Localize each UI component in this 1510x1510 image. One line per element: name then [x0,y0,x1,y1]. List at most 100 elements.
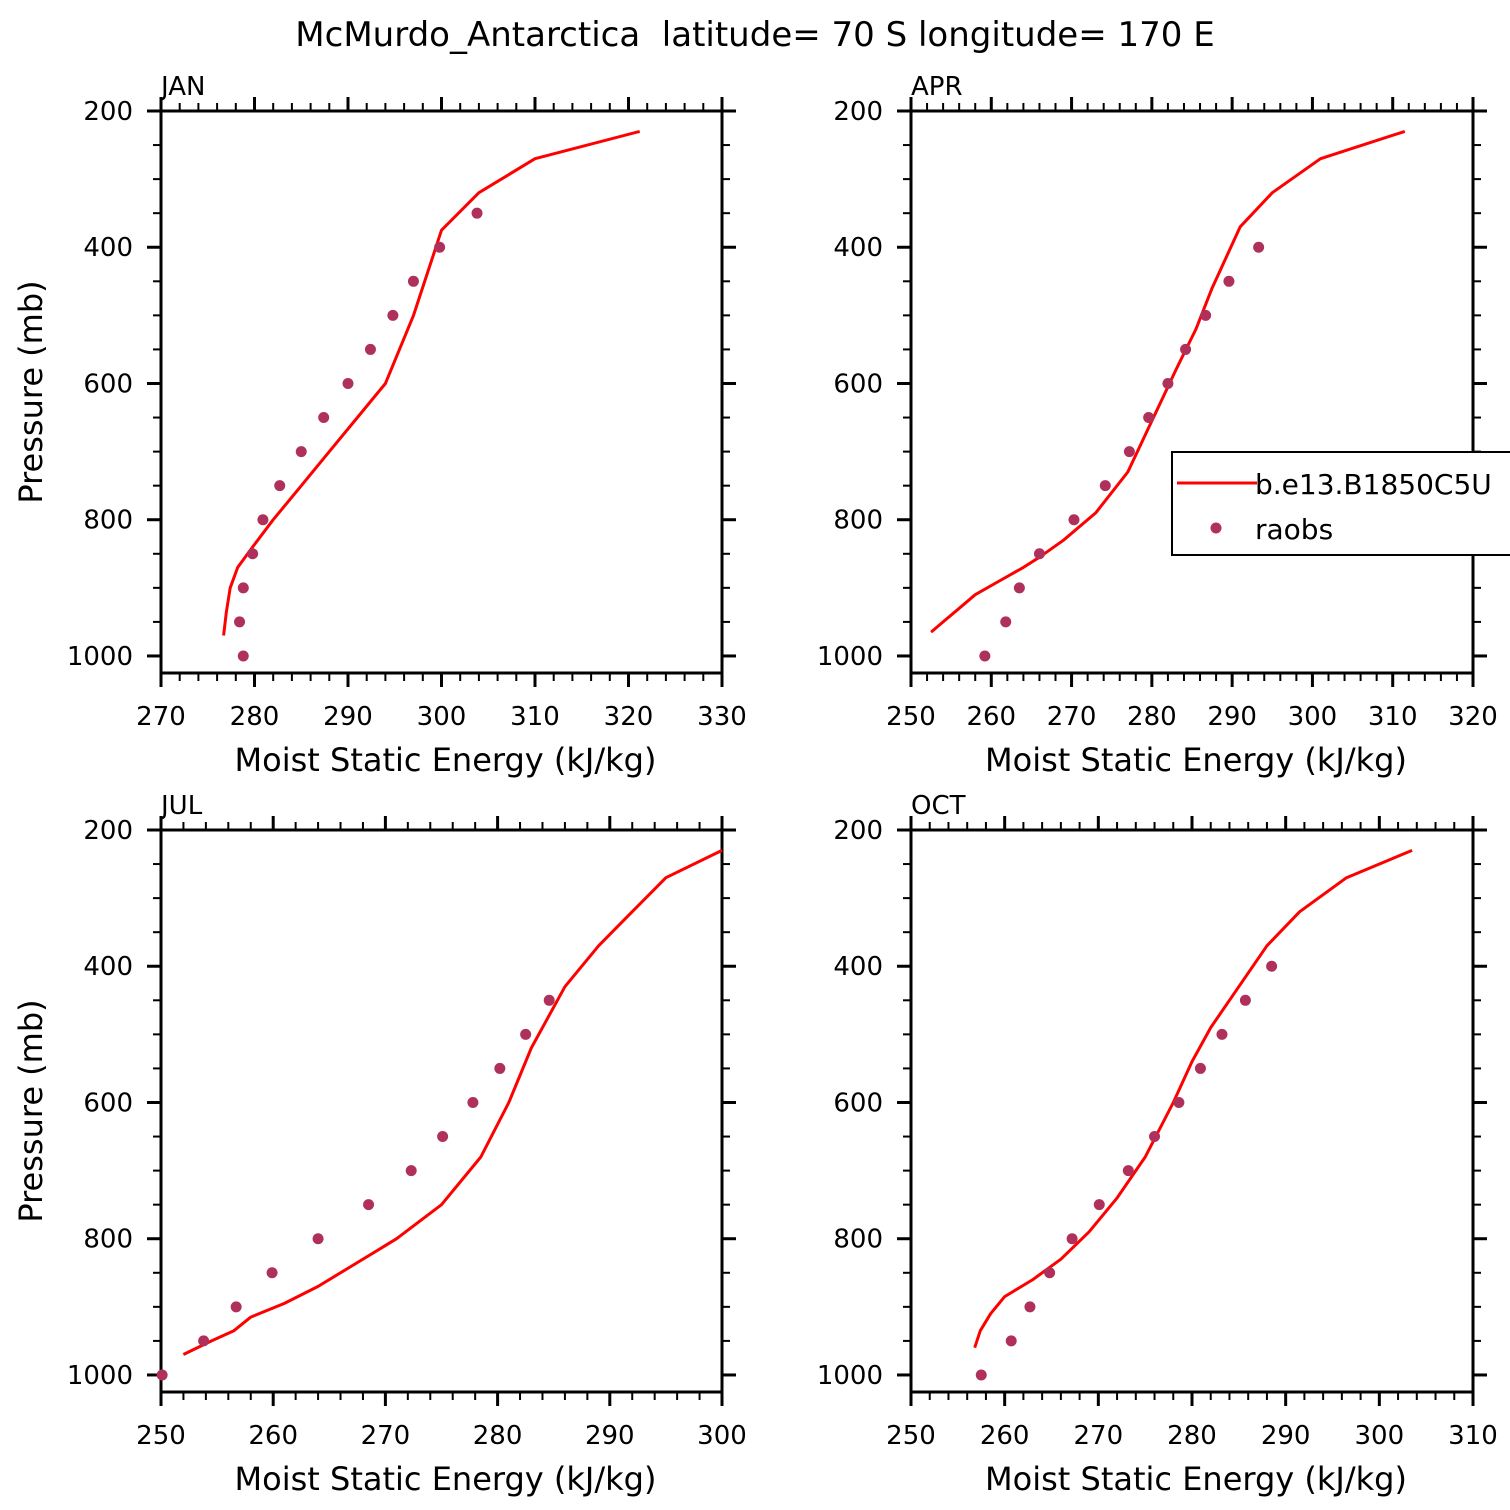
plot-frame [909,109,1475,675]
x-axis-label: Moist Static Energy (kJ/kg) [985,741,1407,779]
model-line [973,849,1413,1349]
obs-point [1239,994,1251,1006]
obs-point [494,1062,506,1074]
y-tick-label: 400 [83,233,133,263]
x-tick-label: 260 [966,702,1016,732]
obs-point [257,514,269,526]
y-tick-label: 800 [83,1225,133,1255]
obs-point [342,377,354,389]
x-axis-label: Moist Static Energy (kJ/kg) [235,741,657,779]
y-tick-label: 200 [833,97,883,127]
y-tick-label: 600 [83,369,133,399]
x-tick-label: 300 [1355,1421,1405,1451]
x-tick-label: 330 [697,702,747,732]
x-tick-label: 280 [473,1421,523,1451]
obs-point [1162,377,1174,389]
panel-label: JUL [159,791,203,821]
x-tick-label: 290 [323,702,373,732]
obs-point [1005,1335,1017,1347]
obs-point [1143,412,1155,424]
x-tick-label: 280 [1167,1421,1217,1451]
obs-point [156,1369,168,1381]
x-tick-label: 310 [510,702,560,732]
y-axis-label: Pressure (mb) [12,999,50,1222]
x-tick-label: 270 [1047,702,1097,732]
obs-point [1000,616,1012,628]
obs-point [1200,309,1212,321]
y-tick-label: 400 [83,952,133,982]
y-tick-label: 1000 [817,642,883,672]
x-tick-label: 290 [1261,1421,1311,1451]
obs-point [274,480,286,492]
obs-point [247,548,259,560]
obs-point [1194,1062,1206,1074]
legend-box [1171,451,1510,556]
model-line [182,849,723,1356]
obs-point [1044,1267,1056,1279]
obs-point [975,1369,987,1381]
model-line [930,129,1406,634]
x-tick-label: 250 [886,702,936,732]
panel-label: JAN [159,72,205,102]
x-tick-label: 250 [886,1421,936,1451]
obs-point [1068,514,1080,526]
x-tick-label: 300 [1288,702,1338,732]
obs-point [1093,1199,1105,1211]
chart-panel-apr: APR 250 260 270 280 290 300 310 320 200 400 600 800 1… [817,72,1498,779]
x-tick-label: 250 [136,1421,186,1451]
obs-point [520,1028,532,1040]
obs-point [1253,241,1265,253]
obs-point [1180,343,1192,355]
y-tick-label: 200 [83,816,133,846]
chart-panel-jul: JUL 250 260 270 280 290 300 200 400 600 800 1000 Moi… [12,791,747,1498]
x-tick-label: 260 [248,1421,298,1451]
y-tick-label: 600 [833,369,883,399]
y-tick-label: 800 [833,506,883,536]
obs-point [543,994,555,1006]
figure-title: McMurdo_Antarctica latitude= 70 S longit… [295,15,1214,55]
obs-point [1266,960,1278,972]
panel-label: APR [911,72,963,102]
obs-point [312,1233,324,1245]
obs-point [266,1267,278,1279]
legend-obs-marker [1210,522,1222,534]
y-tick-label: 800 [83,506,133,536]
x-tick-label: 260 [980,1421,1030,1451]
obs-point [1024,1301,1036,1313]
obs-point [198,1335,210,1347]
y-tick-label: 600 [83,1088,133,1118]
obs-point [407,275,419,287]
x-tick-label: 320 [604,702,654,732]
y-tick-label: 1000 [67,642,133,672]
x-tick-label: 270 [136,702,186,732]
x-tick-label: 280 [230,702,280,732]
y-tick-label: 400 [833,952,883,982]
y-tick-label: 800 [833,1225,883,1255]
x-axis-label: Moist Static Energy (kJ/kg) [235,1460,657,1498]
x-tick-label: 300 [697,1421,747,1451]
obs-point [230,1301,242,1313]
obs-point [1216,1028,1228,1040]
model-line [222,129,641,636]
obs-point [1122,1165,1134,1177]
y-tick-label: 400 [833,233,883,263]
obs-point [1223,275,1235,287]
obs-point [1173,1096,1185,1108]
obs-point [364,343,376,355]
obs-point [434,241,446,253]
obs-point [234,616,246,628]
obs-point [1033,548,1045,560]
obs-point [1149,1131,1161,1143]
obs-point [363,1199,375,1211]
y-tick-label: 1000 [67,1361,133,1391]
x-tick-label: 310 [1448,1421,1498,1451]
x-axis-label: Moist Static Energy (kJ/kg) [985,1460,1407,1498]
legend-obs-label: raobs [1255,513,1333,546]
x-tick-label: 310 [1368,702,1418,732]
x-tick-label: 290 [1207,702,1257,732]
x-tick-label: 320 [1448,702,1498,732]
obs-point [237,650,249,662]
obs-point [1066,1233,1078,1245]
obs-point [1099,480,1111,492]
